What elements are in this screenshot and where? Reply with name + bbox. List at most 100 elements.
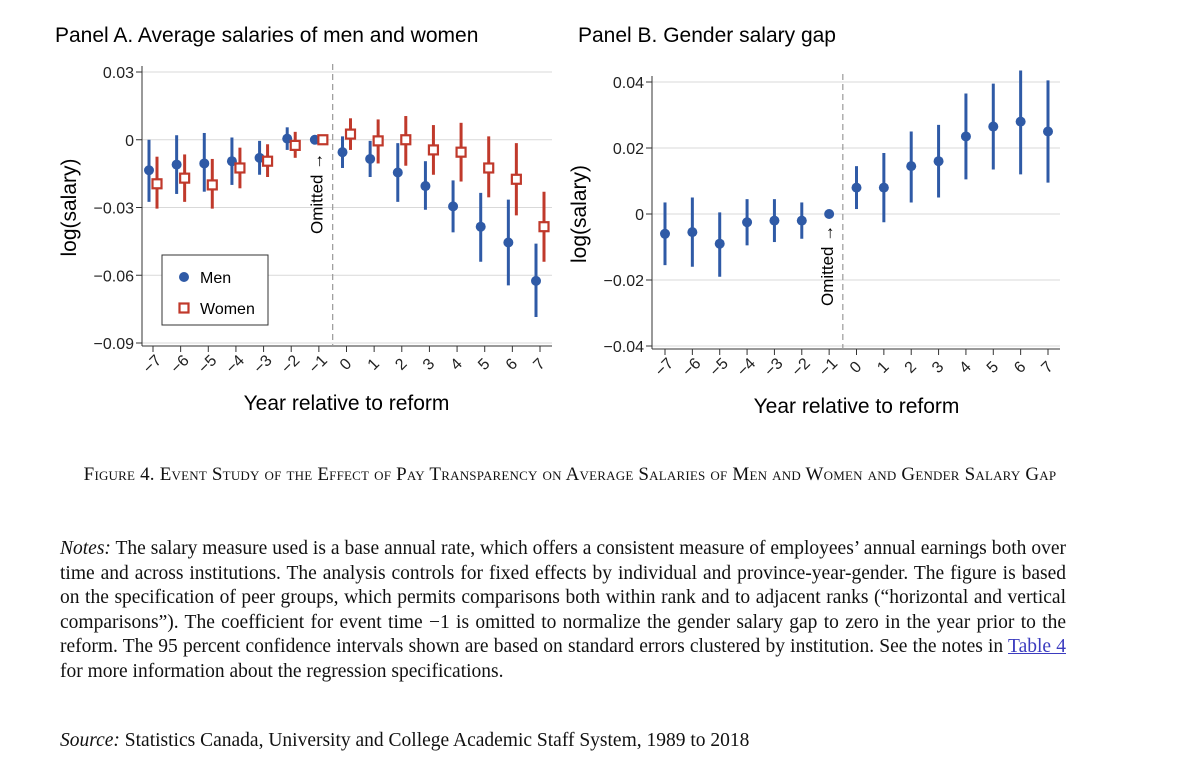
panel-a-women-point	[234, 162, 246, 174]
panel-a-men-point	[448, 201, 459, 212]
panel-a-women-point	[427, 144, 440, 156]
panel-a-women-point	[261, 155, 274, 167]
panel-b-xtick-label: −3	[762, 355, 787, 380]
panel-a-women-point	[510, 173, 522, 185]
panel-a-women-point	[179, 172, 191, 184]
panel-a-legend-label: Men	[200, 270, 231, 287]
panel-a-y-axis-title: log(salary)	[58, 158, 81, 256]
figure-source: Source: Statistics Canada, University an…	[60, 730, 749, 752]
panel-a-men-point	[337, 147, 348, 158]
panel-b-omitted-label: Omitted →	[818, 225, 837, 306]
panel-a-xtick-label: −7	[140, 352, 165, 377]
panel-a-men-point	[144, 165, 154, 176]
panel-a-women-point	[372, 135, 384, 147]
panel-a-ytick-label: 0.03	[103, 65, 134, 82]
panel-b-xtick-label: 1	[874, 358, 892, 376]
panel-b-title: Panel B. Gender salary gap	[578, 24, 836, 47]
panel-b-xtick-label: 6	[1011, 358, 1029, 376]
panel-a-x-axis-title: Year relative to reform	[244, 392, 450, 415]
panel-a-xtick-label: −1	[306, 352, 331, 377]
notes-text-end: for more information about the regressio…	[60, 660, 504, 682]
panel-a-women-point	[483, 162, 495, 174]
source-label: Source:	[60, 730, 120, 751]
panel-b-xtick-label: 7	[1038, 358, 1056, 376]
panel-a-ytick-label: −0.09	[94, 336, 135, 353]
panel-a-xtick-label: 7	[530, 355, 548, 373]
panel-b-gap-point	[906, 161, 917, 172]
panel-a-legend-men-marker	[179, 272, 189, 282]
panel-b-gap-point	[933, 156, 944, 167]
panel-b-xtick-label: −1	[816, 355, 841, 380]
panel-a-xtick-label: 2	[392, 355, 410, 373]
panel-b-xtick-label: −5	[707, 355, 732, 380]
panel-b-xtick-label: −7	[652, 355, 677, 380]
figure: Panel A. Average salaries of men and wom…	[55, 24, 1060, 418]
panel-a-women-point	[206, 179, 218, 191]
figure-caption: Figure 4. Event Study of the Effect of P…	[83, 464, 1057, 485]
panel-a-xtick-label: −3	[251, 352, 276, 377]
panel-b-ytick-label: 0.04	[613, 75, 644, 92]
panel-a-women-point	[455, 146, 467, 158]
panel-a-ytick-label: −0.03	[94, 201, 135, 218]
panel-a-xtick-label: −5	[195, 352, 220, 377]
panel-b-gap-point	[660, 228, 670, 239]
panel-b-xtick-label: 5	[984, 358, 1002, 376]
panel-b-xtick-label: 0	[847, 358, 865, 376]
table-4-link[interactable]: Table 4	[1008, 636, 1066, 658]
panel-a-women-point	[400, 134, 412, 146]
panel-b-y-axis-title: log(salary)	[568, 165, 591, 263]
panel-b-xtick-label: −6	[680, 355, 705, 380]
panel-b-xtick-label: −4	[734, 355, 759, 380]
panel-a-legend-label: Women	[200, 301, 255, 318]
panel-a-xtick-label: −6	[168, 352, 193, 377]
panel-b-gap-point	[1015, 116, 1026, 127]
panel-a-women-point	[344, 128, 357, 140]
panel-b-ytick-label: 0.02	[613, 141, 644, 158]
panel-a-men-point	[392, 167, 403, 178]
panel-b-xtick-label: 3	[929, 358, 947, 376]
panel-b-ytick-label: −0.02	[604, 273, 645, 290]
panel-a-xtick-label: 6	[503, 355, 521, 373]
panel-a-xtick-label: −2	[278, 352, 303, 377]
notes-text: The salary measure used is a base annual…	[60, 538, 1066, 658]
panel-b-gap-point	[742, 217, 753, 228]
panel-a-ytick-label: 0	[125, 133, 134, 150]
panel-a-xtick-label: 5	[475, 355, 493, 373]
panel-a-ytick-label: −0.06	[94, 268, 135, 285]
panel-b-gap-point	[878, 182, 889, 193]
panel-b-gap-point	[714, 238, 725, 249]
panel-b-gap-point	[824, 209, 835, 219]
panel-a: Panel A. Average salaries of men and wom…	[55, 24, 552, 415]
source-text: Statistics Canada, University and Colleg…	[119, 730, 750, 751]
panel-a-men-point	[531, 275, 541, 286]
panel-a-women-point	[289, 139, 301, 151]
panel-b-xtick-label: −2	[789, 355, 814, 380]
panel-b-gap-point	[687, 227, 698, 238]
panel-a-men-point	[171, 159, 182, 170]
panel-b-xtick-label: 4	[956, 358, 974, 376]
panel-b-ytick-label: −0.04	[604, 339, 645, 356]
panel-a-women-point	[151, 178, 163, 190]
panel-a-xtick-label: 1	[365, 355, 383, 373]
panel-a-omitted-label: Omitted →	[308, 153, 327, 234]
panel-b-gap-point	[796, 215, 807, 226]
panel-b-gap-point	[960, 131, 971, 142]
panel-b-x-axis-title: Year relative to reform	[754, 395, 960, 418]
panel-b-ytick-label: 0	[635, 207, 644, 224]
panel-a-xtick-label: 4	[448, 355, 466, 373]
panel-a-women-point	[317, 134, 329, 146]
notes-label: Notes:	[60, 538, 111, 559]
panel-b-gap-point	[1043, 126, 1053, 137]
panel-a-xtick-label: 0	[337, 355, 355, 373]
panel-a-women-point	[538, 221, 550, 233]
panel-a-men-point	[365, 153, 376, 164]
panel-a-legend-women-marker	[178, 302, 190, 314]
panel-a-men-point	[420, 181, 431, 192]
figure-notes: Notes: The salary measure used is a base…	[60, 537, 1066, 685]
panel-b-xtick-label: 2	[902, 358, 920, 376]
panel-b-gap-point	[769, 215, 780, 226]
panel-a-xtick-label: −4	[223, 352, 248, 377]
panel-b: Panel B. Gender salary gap 0.04 0.02 0 −0.02…	[568, 24, 1060, 418]
panel-b-gap-point	[851, 182, 862, 193]
panel-a-men-point	[199, 158, 210, 169]
